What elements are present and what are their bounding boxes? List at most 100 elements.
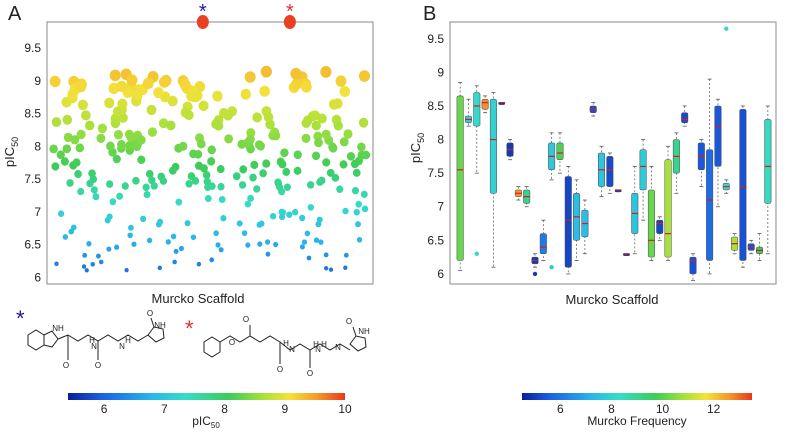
panel-a-y-tick-label: 6.5 xyxy=(24,238,41,252)
box-30 xyxy=(697,139,705,187)
box-body xyxy=(539,233,547,255)
box-5 xyxy=(489,92,497,268)
box-body xyxy=(639,149,647,191)
scatter-point xyxy=(168,166,177,175)
scatter-point xyxy=(336,185,344,193)
atom-label: H xyxy=(89,336,95,345)
scatter-point xyxy=(339,160,348,169)
scatter-point xyxy=(350,159,359,169)
colorbar-a-ticks: 6 7 8 9 10 xyxy=(101,402,352,416)
scatter-point xyxy=(113,129,123,140)
box-body xyxy=(647,189,655,258)
scatter-point xyxy=(216,165,225,174)
scatter-point xyxy=(292,208,299,216)
scatter-point xyxy=(62,144,72,154)
panel-b-y-tick-label: 8 xyxy=(437,133,444,147)
scatter-point xyxy=(131,241,137,247)
scatter-point xyxy=(219,108,229,119)
box-body xyxy=(689,256,697,275)
box-35 xyxy=(739,105,747,268)
scatter-point xyxy=(117,139,126,150)
box-body xyxy=(606,156,614,187)
scatter-point xyxy=(74,170,82,179)
scatter-point xyxy=(343,129,353,139)
panel-b-y-tick-label: 9 xyxy=(437,65,444,79)
atom-label: N xyxy=(315,345,321,354)
panel-b-y-tick-label: 6.5 xyxy=(427,233,444,247)
scatter-point xyxy=(323,266,329,271)
scatter-point xyxy=(339,137,349,147)
scatter-point xyxy=(124,267,129,273)
scatter-point xyxy=(98,259,104,265)
atom-label: NH xyxy=(358,327,370,336)
box-29 xyxy=(689,253,697,282)
panel-b-y-tick-label: 7 xyxy=(437,200,444,214)
box-23 xyxy=(639,139,647,221)
scatter-point xyxy=(142,183,150,192)
box-body xyxy=(739,109,747,261)
highlight-point xyxy=(283,15,296,29)
scatter-point xyxy=(217,182,225,191)
scatter-point xyxy=(240,88,251,100)
box-body xyxy=(556,142,564,160)
scatter-point xyxy=(303,115,313,126)
scatter-point xyxy=(224,134,234,144)
panel-a-y-ticks: 6 6.5 7 7.5 8 8.5 9 9.5 xyxy=(24,41,41,284)
box-18 xyxy=(598,145,606,198)
panel-b-plot-area xyxy=(449,21,777,285)
scatter-point xyxy=(290,67,302,80)
scatter-point xyxy=(196,139,206,149)
scatter-point xyxy=(106,246,112,252)
panel-a-y-label-main: pIC xyxy=(2,147,17,167)
scatter-point xyxy=(232,172,241,181)
scatter-point xyxy=(150,182,158,190)
scatter-point xyxy=(252,112,262,123)
box-body xyxy=(681,112,689,124)
colorbar-b-gradient xyxy=(522,393,752,400)
box-36 xyxy=(747,239,755,255)
scatter-point xyxy=(76,129,86,140)
scatter-point xyxy=(121,182,129,190)
scatter-point xyxy=(304,230,311,237)
atom-label: NH xyxy=(154,321,166,330)
box-17 xyxy=(589,102,597,117)
scatter-point xyxy=(85,120,95,131)
scatter-point xyxy=(307,181,315,189)
box-13 xyxy=(556,132,564,174)
box-1 xyxy=(456,82,464,271)
scatter-point xyxy=(114,244,120,250)
scatter-point xyxy=(117,98,128,110)
scatter-point xyxy=(264,239,271,245)
scatter-point xyxy=(127,232,133,239)
scatter-point xyxy=(126,132,136,142)
scatter-point xyxy=(62,234,69,240)
scatter-point xyxy=(358,117,369,128)
scatter-point xyxy=(170,233,177,240)
scatter-point xyxy=(173,248,179,254)
scatter-point xyxy=(193,149,203,159)
box-15 xyxy=(573,179,581,261)
scatter-point xyxy=(245,242,251,248)
scatter-point xyxy=(353,208,360,216)
scatter-point xyxy=(81,264,87,269)
scatter-point xyxy=(77,187,85,196)
scatter-point xyxy=(198,100,209,112)
box-outlier xyxy=(549,265,554,270)
scatter-point xyxy=(356,236,363,243)
atom-label: H xyxy=(125,336,131,345)
box-body xyxy=(664,159,672,258)
box-22 xyxy=(631,166,639,255)
scatter-point xyxy=(274,179,283,188)
scatter-point xyxy=(96,253,101,259)
panel-a-y-tick-label: 6 xyxy=(34,270,41,284)
highlight-point xyxy=(196,15,209,29)
box-19 xyxy=(606,152,614,194)
colorbar-b-tick-label: 12 xyxy=(707,402,721,416)
scatter-point xyxy=(260,65,272,78)
scatter-point xyxy=(265,251,271,257)
scatter-point xyxy=(63,132,73,143)
molecule-right xyxy=(203,325,367,368)
scatter-point xyxy=(146,104,157,116)
panel-b-y-tick-label: 9.5 xyxy=(427,32,444,46)
